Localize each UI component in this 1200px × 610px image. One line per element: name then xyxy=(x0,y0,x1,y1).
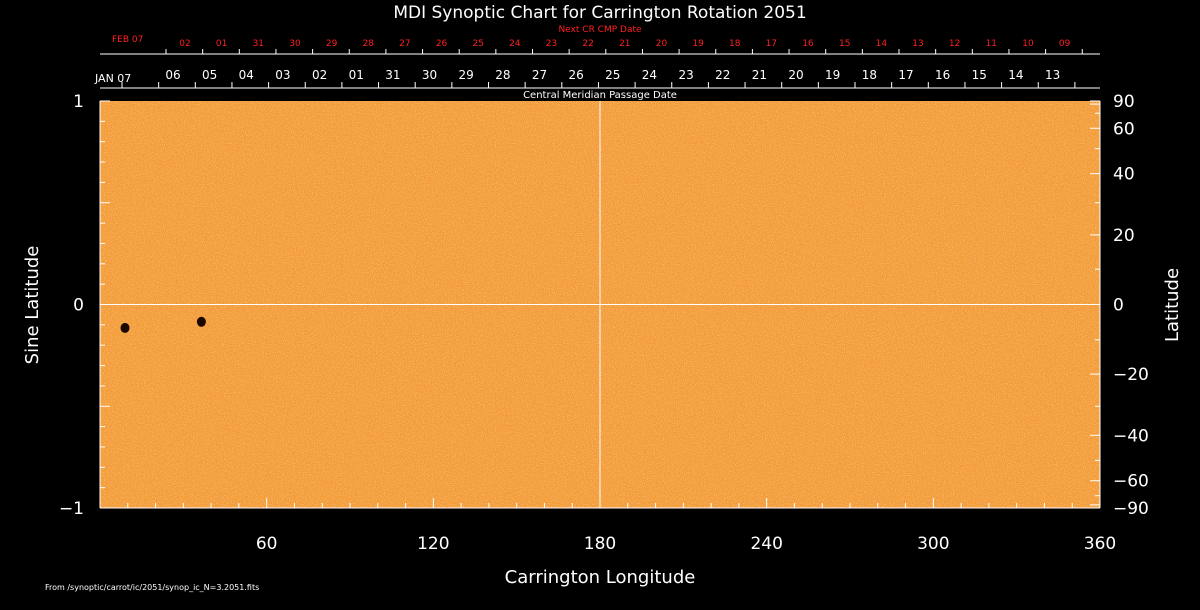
next-cr-date-label: 26 xyxy=(436,39,448,49)
x-axis-label: Carrington Longitude xyxy=(505,567,696,588)
next-cr-label: Next CR CMP Date xyxy=(558,25,642,35)
cmp-date-label: 28 xyxy=(495,68,510,82)
cmp-date-label: 30 xyxy=(422,68,437,82)
y-axis-right: 90 60 40 20 0 −20 −40 −60 −90 xyxy=(1090,92,1149,519)
chart-title: MDI Synoptic Chart for Carrington Rotati… xyxy=(393,3,806,23)
x-tick-label: 300 xyxy=(917,534,949,554)
y-right-tick-label: 90 xyxy=(1113,92,1135,112)
next-cr-date-label: 01 xyxy=(216,39,227,49)
cmp-date-label: 14 xyxy=(1008,68,1023,82)
sunspot-group xyxy=(120,316,206,333)
cmp-date-label: 22 xyxy=(715,68,730,82)
cmp-date-label: 13 xyxy=(1045,68,1060,82)
next-cr-date-label: 24 xyxy=(509,39,521,49)
next-cr-date-label: 13 xyxy=(912,39,923,49)
cmp-date-label: 02 xyxy=(312,68,327,82)
x-axis: 60 120 180 240 300 360 xyxy=(99,498,1116,554)
next-cr-first-label: FEB 07 xyxy=(112,35,143,45)
next-cr-date-label: 21 xyxy=(619,39,630,49)
y-right-tick-label: −40 xyxy=(1113,426,1149,446)
next-cr-date-label: 15 xyxy=(839,39,850,49)
next-cr-date-label: 19 xyxy=(692,39,704,49)
next-cr-date-label: 09 xyxy=(1059,39,1071,49)
cmp-date-label: 06 xyxy=(165,68,180,82)
y-right-tick-label: 40 xyxy=(1113,165,1135,185)
source-file-note: From /synoptic/carrot/ic/2051/synop_ic_N… xyxy=(45,583,260,592)
next-cr-date-label: 30 xyxy=(289,39,301,49)
next-cr-date-label: 28 xyxy=(363,39,375,49)
next-cr-date-label: 29 xyxy=(326,39,338,49)
cmp-first-label: JAN 07 xyxy=(94,72,131,85)
cmp-date-label: 31 xyxy=(385,68,400,82)
y-left-tick-label: −1 xyxy=(59,499,84,519)
next-cr-date-label: 22 xyxy=(582,39,593,49)
next-cr-date-label: 12 xyxy=(949,39,960,49)
cmp-date-axis: JAN 07 06 05 04 03 02 01 31 30 29 28 27 26 25 24 23 22 21… xyxy=(94,68,1100,89)
next-cr-date-label: 31 xyxy=(253,39,264,49)
next-cr-date-label: 10 xyxy=(1022,39,1034,49)
cmp-date-label: 01 xyxy=(349,68,364,82)
y-right-tick-label: 60 xyxy=(1113,119,1135,139)
x-tick-label: 180 xyxy=(584,534,616,554)
cmp-date-label: 25 xyxy=(605,68,620,82)
next-cr-date-label: 11 xyxy=(986,39,997,49)
next-cr-date-label: 02 xyxy=(179,39,190,49)
next-cr-date-label: 17 xyxy=(766,39,777,49)
cmp-date-label: 03 xyxy=(275,68,290,82)
cmp-date-label: 16 xyxy=(935,68,950,82)
cmp-date-label: 18 xyxy=(862,68,877,82)
y-right-tick-label: −90 xyxy=(1113,499,1149,519)
cmp-date-label: 05 xyxy=(202,68,217,82)
top-axis-label: Central Meridian Passage Date xyxy=(523,90,677,101)
grid-lines xyxy=(100,101,1100,508)
next-cr-date-label: 14 xyxy=(876,39,888,49)
y-right-tick-label: −20 xyxy=(1113,365,1149,385)
x-tick-label: 60 xyxy=(256,534,278,554)
y-axis-left: −1 0 1 xyxy=(59,92,110,519)
next-cr-date-label: 23 xyxy=(546,39,557,49)
sunspot-1 xyxy=(120,322,130,333)
y-left-tick-label: 0 xyxy=(73,296,84,316)
x-tick-label: 240 xyxy=(750,534,782,554)
cmp-date-label: 24 xyxy=(642,68,657,82)
cmp-date-label: 15 xyxy=(972,68,987,82)
y-axis-label-right: Latitude xyxy=(1162,268,1183,342)
y-axis-label-left: Sine Latitude xyxy=(22,246,43,365)
x-tick-label: 360 xyxy=(1084,534,1116,554)
x-tick-label: 120 xyxy=(417,534,449,554)
next-cr-date-label: 20 xyxy=(656,39,668,49)
cmp-date-label: 21 xyxy=(752,68,767,82)
cmp-date-label: 19 xyxy=(825,68,840,82)
cmp-date-label: 27 xyxy=(532,68,547,82)
cmp-date-label: 17 xyxy=(898,68,913,82)
y-right-tick-label: −60 xyxy=(1113,472,1149,492)
cmp-date-label: 23 xyxy=(678,68,693,82)
next-cr-date-axis: FEB 07 02 01 31 30 29 28 27 26 25 24 23 22 21 20 19 18 17… xyxy=(100,35,1100,55)
cmp-date-label: 20 xyxy=(788,68,803,82)
sunspot-2 xyxy=(196,316,206,327)
next-cr-date-label: 25 xyxy=(472,39,483,49)
y-right-tick-label: 20 xyxy=(1113,226,1135,246)
y-left-tick-label: 1 xyxy=(73,92,84,112)
y-right-tick-label: 0 xyxy=(1113,296,1124,316)
next-cr-date-label: 27 xyxy=(399,39,410,49)
next-cr-date-label: 16 xyxy=(802,39,814,49)
cmp-date-label: 26 xyxy=(569,68,584,82)
cmp-date-label: 04 xyxy=(239,68,254,82)
cmp-date-label: 29 xyxy=(459,68,474,82)
next-cr-date-label: 18 xyxy=(729,39,741,49)
